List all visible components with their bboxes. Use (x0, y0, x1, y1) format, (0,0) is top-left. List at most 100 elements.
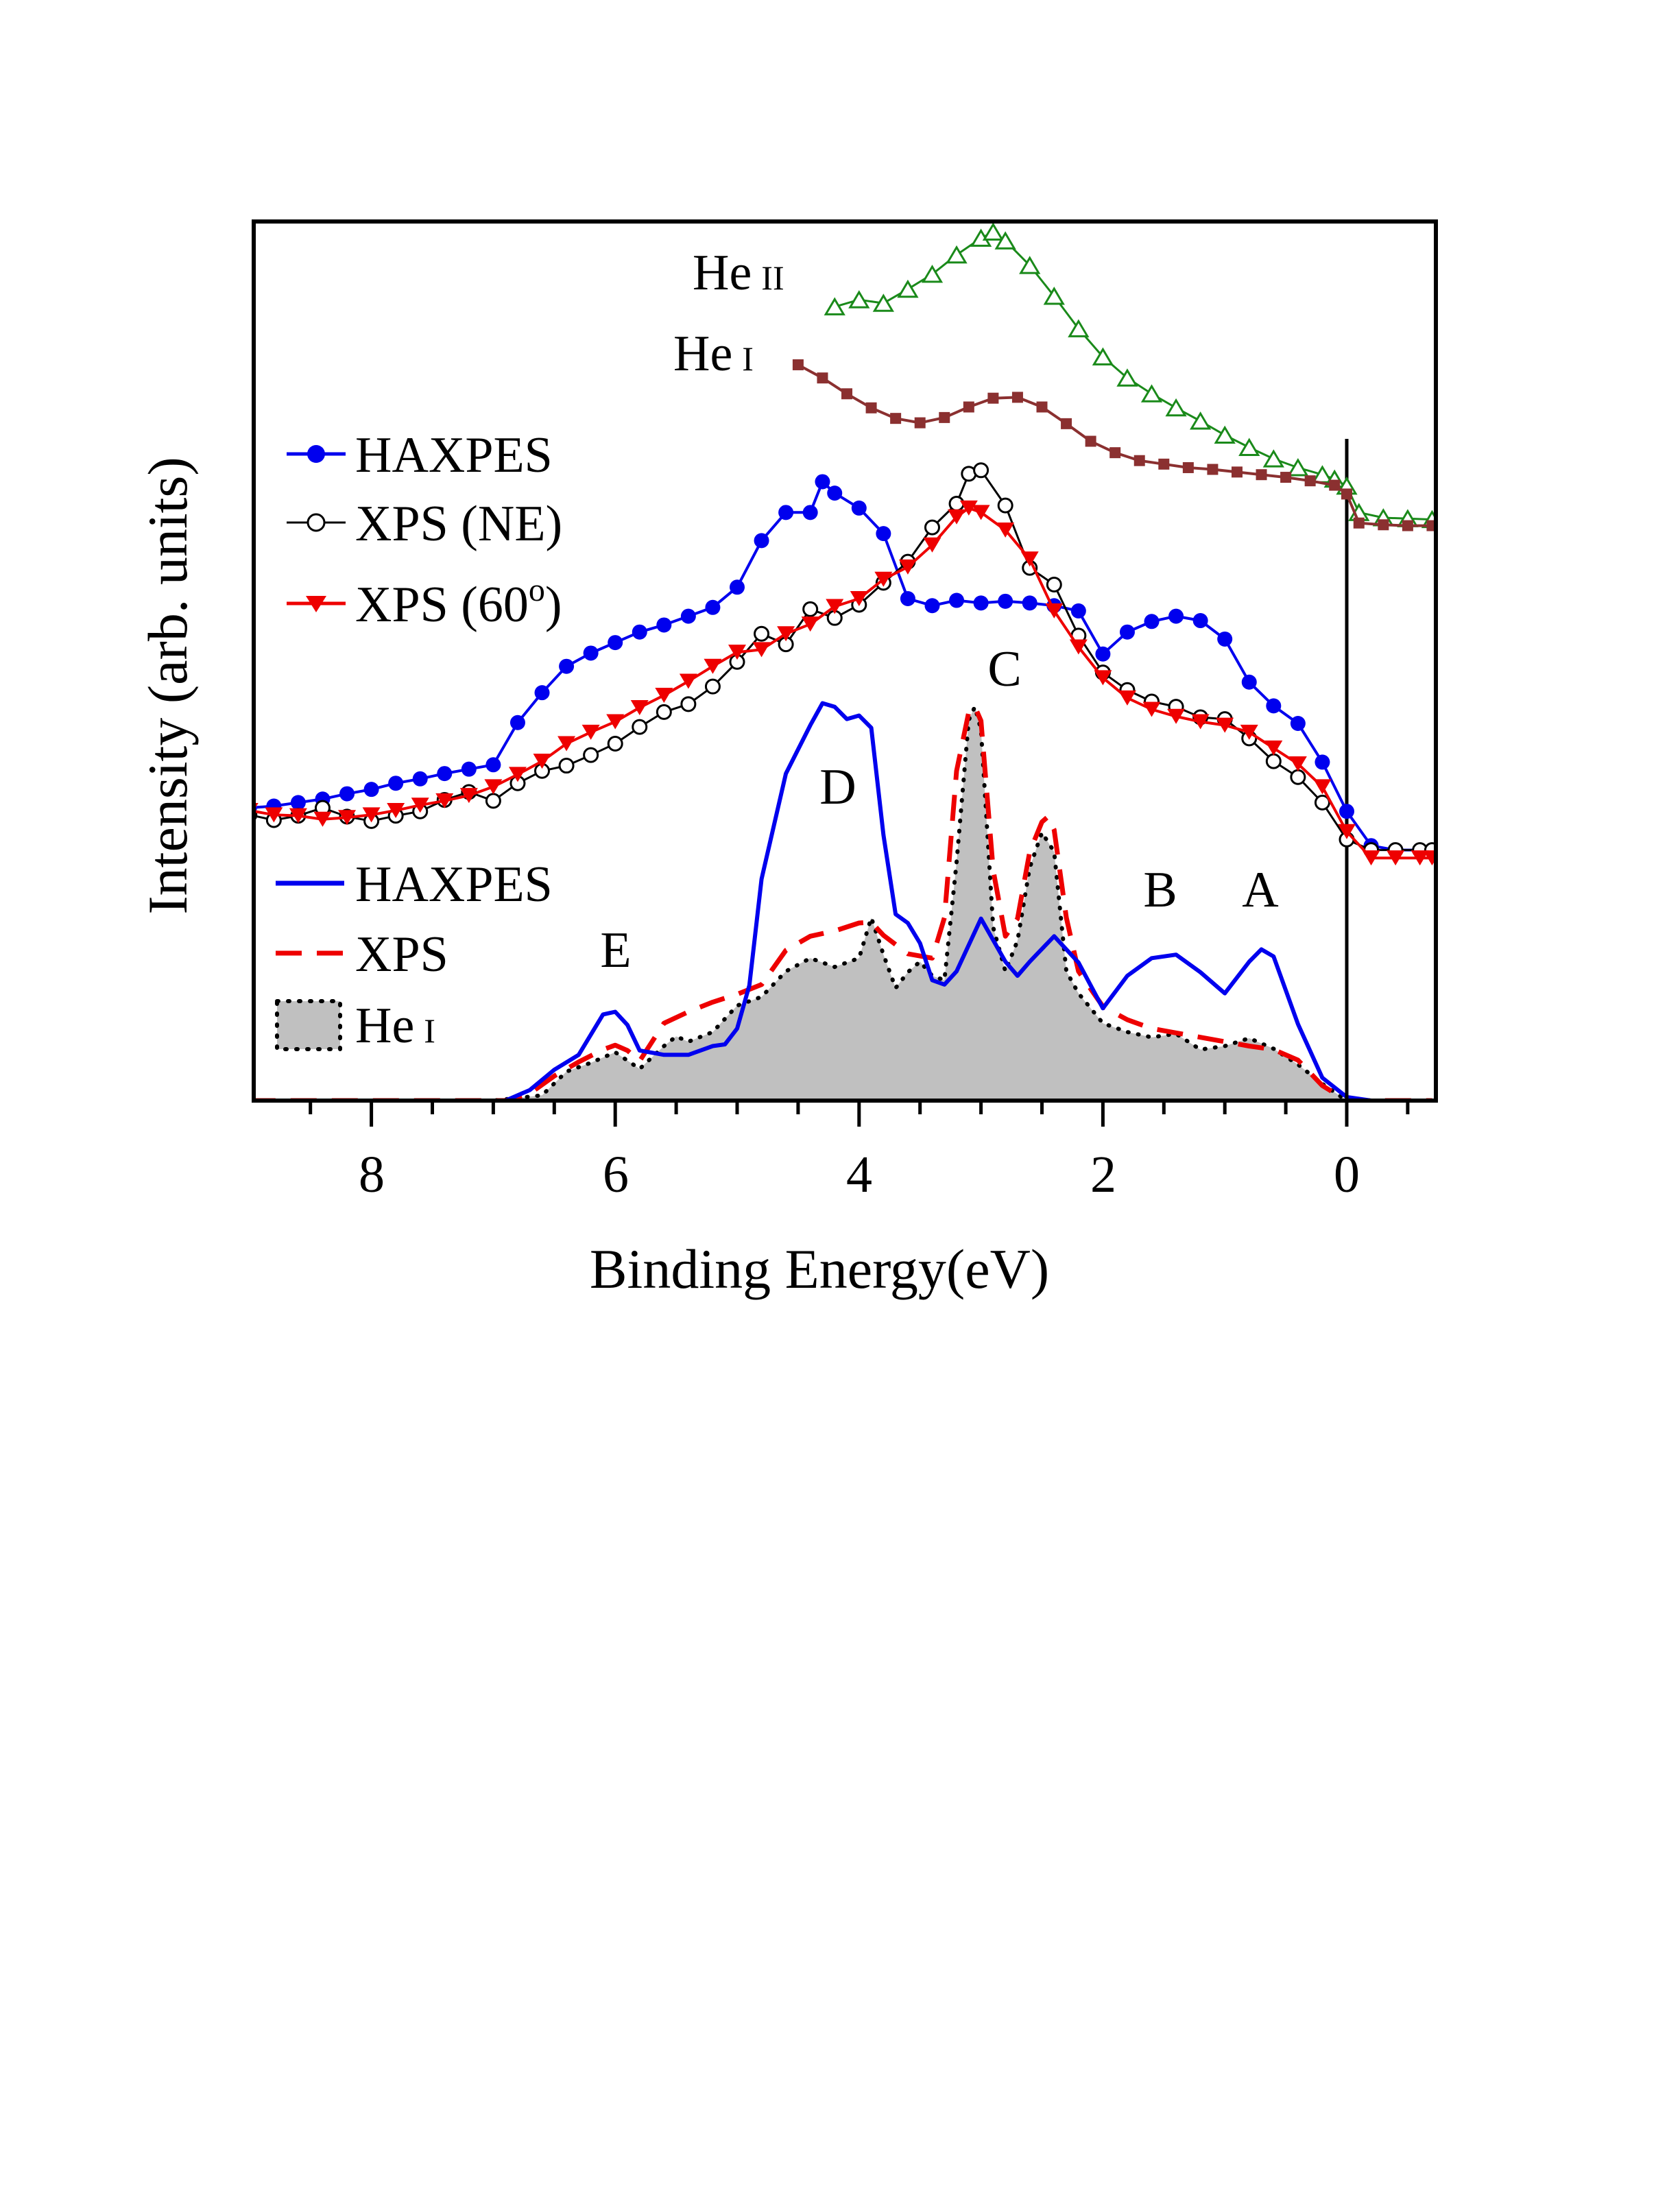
he-i-point (1085, 435, 1096, 447)
xps-60o-point (387, 802, 405, 818)
xps-ne-point (1290, 769, 1306, 785)
theory-layer (254, 700, 1435, 1101)
he-i-point (1109, 447, 1121, 459)
he-i-theory-area (254, 706, 1432, 1101)
xps-60o-point (1167, 708, 1186, 724)
haxpes-point (1290, 716, 1306, 732)
he-ii-point (994, 231, 1016, 250)
he-ii-point (982, 222, 1005, 241)
haxpes-point (656, 617, 672, 633)
legend-experimental: HAXPES XPS (NE) XPS (60o) (287, 427, 562, 633)
y-axis-label: Intensity (arb. units) (136, 457, 199, 914)
xps-ne-point (997, 497, 1013, 514)
haxpes-point (827, 485, 843, 501)
haxpes-point (900, 590, 915, 606)
he-i-point (1353, 517, 1365, 529)
xps-60o-point (484, 779, 503, 795)
peak-label-a: A (1242, 862, 1278, 918)
he-ii-point (1116, 368, 1138, 387)
haxpes-point (608, 635, 623, 651)
xps-ne-point (485, 793, 501, 809)
haxpes-theory-line (254, 701, 1432, 1101)
xps-ne-point (802, 601, 819, 617)
haxpes-point (1070, 603, 1086, 619)
peak-label-e: E (600, 922, 631, 979)
series-labels: He II He I (673, 245, 784, 382)
xps-60o-point (1142, 701, 1161, 717)
he-ii-point (848, 290, 870, 309)
xps-60o-point (679, 673, 697, 689)
legend-xps-60-label-end: ) (545, 577, 562, 633)
haxpes-point (680, 608, 696, 624)
xps-60o-point (581, 724, 600, 740)
he-ii-point (1287, 458, 1309, 477)
haxpes-point (1241, 674, 1257, 690)
xps-60o-point (959, 500, 978, 516)
peak-label-c: C (987, 641, 1021, 697)
legend-xps-theory-label: XPS (355, 926, 448, 983)
haxpes-point (778, 505, 794, 520)
legend-entry-xps-60: XPS (60o) (287, 572, 562, 633)
xps-ne-point (973, 462, 989, 479)
haxpes-point (802, 505, 818, 520)
he-i-point (1256, 469, 1267, 481)
xps-60o-point (1362, 850, 1380, 866)
xps-theory-line (254, 704, 1432, 1101)
haxpes-point (924, 598, 940, 614)
xps-60o-point (1288, 756, 1307, 771)
xps-60o-point (1313, 779, 1332, 795)
xps-ne-point (704, 678, 721, 695)
haxpes-point (363, 782, 379, 797)
he-i-point (1182, 461, 1194, 473)
x-axis-label: Binding Energy(eV) (590, 1238, 1049, 1300)
xps-60o-point (1094, 670, 1112, 686)
xps-60o-point (850, 590, 868, 606)
xps-60o-point (459, 788, 478, 804)
he-i-point (1061, 418, 1072, 429)
haxpes-point (973, 595, 989, 611)
x-axis-ticks (309, 1101, 1410, 1127)
xps-60o-series (254, 500, 1436, 866)
he-i-point (890, 413, 902, 424)
he-i-point (1207, 464, 1219, 475)
x-tick-labels: 8 6 4 2 0 (359, 1146, 1360, 1203)
xps-ne-point (656, 704, 672, 720)
xps-60o-point (1118, 690, 1136, 706)
haxpes-point (1144, 614, 1160, 629)
xps-60o-point (1411, 850, 1429, 866)
he-i-point (1158, 458, 1170, 470)
xps-60o-point (655, 687, 673, 703)
xps-60o-point (533, 754, 551, 769)
x-tick-label-8: 8 (359, 1146, 385, 1203)
legend-entry-xps-ne: XPS (NE) (287, 496, 562, 552)
xps-ne-point (583, 747, 599, 763)
haxpes-point (583, 645, 599, 661)
xps-60o-point (1045, 603, 1064, 619)
legend-he-i-theory-label: He I (355, 998, 435, 1054)
plot-content (254, 222, 1436, 1101)
legend-entry-he-i-theory: He I (275, 998, 435, 1054)
haxpes-point (1217, 631, 1233, 647)
legend-xps-60-label-main: XPS (60 (355, 577, 529, 633)
xps-60o-point (704, 658, 722, 674)
he-i-series (792, 359, 1436, 531)
haxpes-point (1095, 646, 1111, 662)
he-ii-point (921, 264, 944, 283)
he-i-point (817, 372, 828, 384)
he-i-point (914, 417, 926, 429)
legend-haxpes-theory-label: HAXPES (355, 856, 553, 913)
haxpes-point (290, 795, 306, 811)
xps-60o-point (898, 559, 917, 575)
x-tick-label-6: 6 (603, 1146, 629, 1203)
haxpes-point (1119, 624, 1135, 640)
haxpes-point (876, 526, 891, 542)
haxpes-point (815, 474, 830, 490)
xps-60o-point (265, 807, 283, 823)
legend-xps-60-marker (306, 596, 326, 612)
legend-entry-xps-theory: XPS (276, 926, 448, 983)
x-tick-label-2: 2 (1090, 1146, 1116, 1203)
xps-60o-point (1020, 551, 1039, 567)
xps-60o-point (289, 808, 307, 824)
he-i-label-main: He (673, 326, 732, 382)
xps-ne-point (558, 758, 575, 774)
